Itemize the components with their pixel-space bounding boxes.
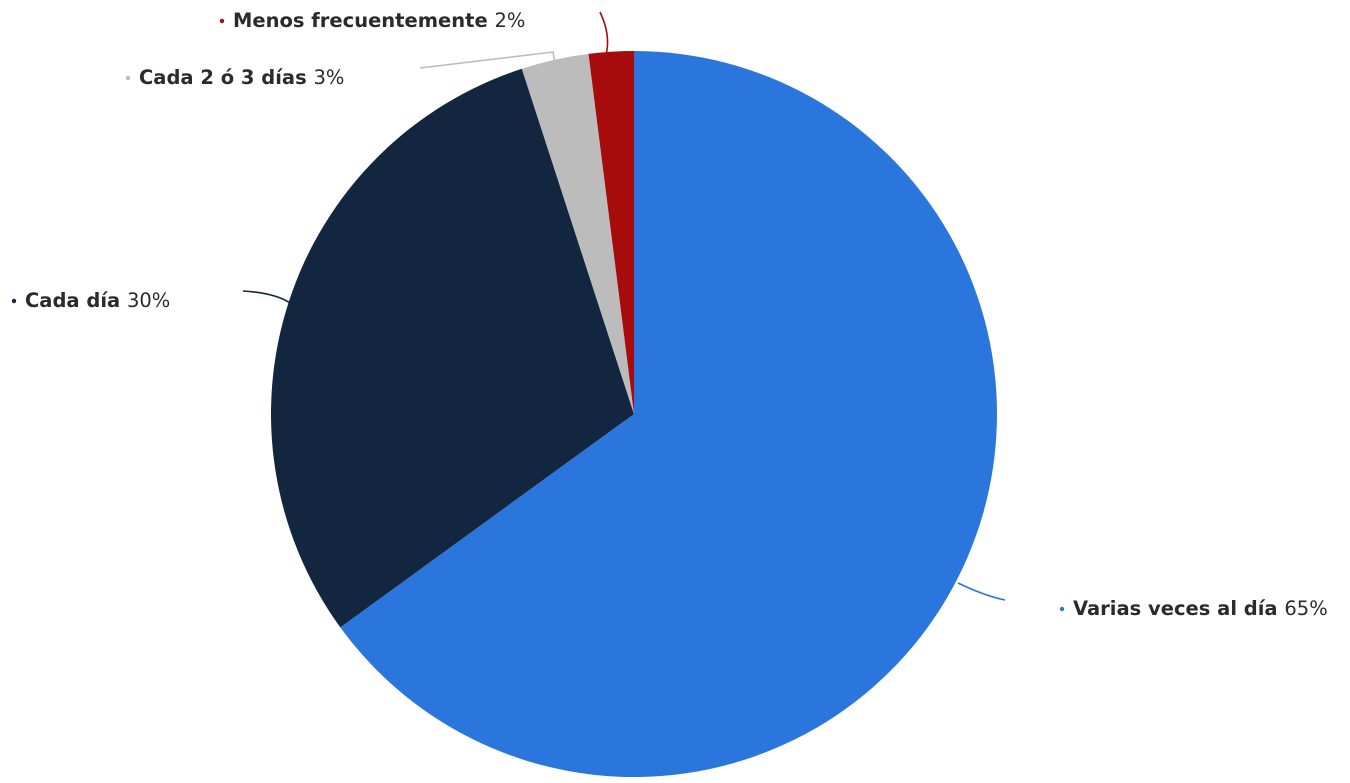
connector-line-varias-veces-al-dia: [957, 582, 1006, 601]
legend-bullet-cada-2-o-3-dias: [125, 75, 131, 81]
data-label-cada-2-o-3-dias: Cada 2 ó 3 días 3%: [139, 66, 344, 89]
data-label-name: Varias veces al día: [1073, 597, 1284, 620]
data-label-cada-dia: Cada día 30%: [25, 289, 170, 312]
labels-layer: Varias veces al día 65%Cada día 30%Cada …: [11, 9, 1328, 620]
data-label-varias-veces-al-dia: Varias veces al día 65%: [1073, 597, 1328, 620]
pie-slice-cada-dia[interactable]: [271, 68, 634, 628]
data-label-value: 3%: [313, 66, 344, 89]
pie-slice-cada-2-o-3-dias[interactable]: [521, 53, 634, 414]
legend-bullet-menos-frecuentemente: [219, 18, 225, 24]
data-label-value: 2%: [495, 9, 526, 32]
data-label-name: Menos frecuentemente: [233, 9, 495, 32]
connector-line-menos-frecuentemente: [599, 11, 609, 56]
connector-line-cada-2-o-3-dias: [419, 51, 557, 69]
pie-slice-menos-frecuentemente[interactable]: [588, 51, 634, 414]
slices-layer: [271, 51, 998, 778]
data-label-name: Cada 2 ó 3 días: [139, 66, 313, 89]
legend-bullet-cada-dia: [11, 298, 17, 304]
data-label-value: 65%: [1284, 597, 1327, 620]
legend-bullet-varias-veces-al-dia: [1059, 606, 1065, 612]
data-label-value: 30%: [127, 289, 170, 312]
connector-line-cada-dia: [242, 290, 291, 304]
pie-slice-varias-veces-al-dia[interactable]: [340, 51, 998, 778]
data-label-name: Cada día: [25, 289, 127, 312]
data-label-menos-frecuentemente: Menos frecuentemente 2%: [233, 9, 525, 32]
